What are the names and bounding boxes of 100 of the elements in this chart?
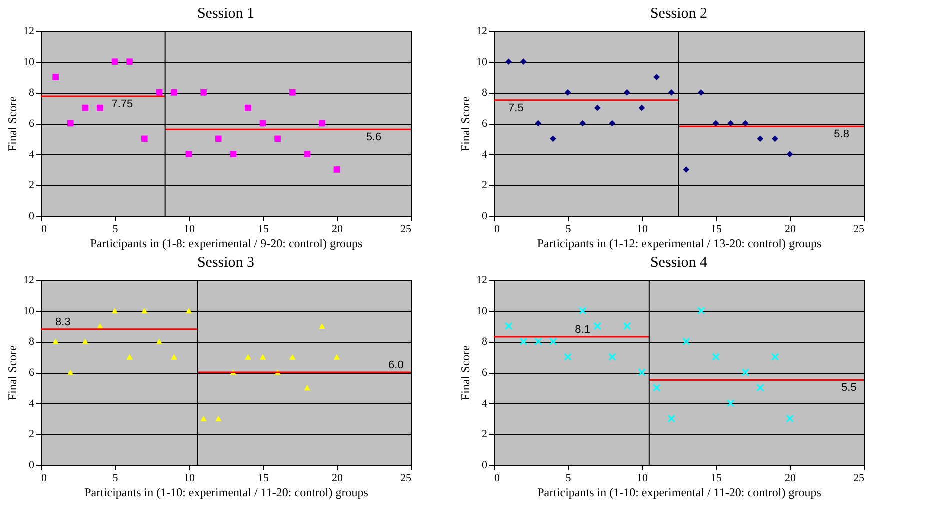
annotation: 8.3	[56, 316, 71, 328]
x-axis-title: Participants in (1-12: experimental / 13-20: control) groups	[537, 236, 822, 250]
point	[535, 120, 542, 127]
point	[726, 399, 735, 408]
point	[319, 324, 326, 329]
point	[624, 90, 630, 96]
point	[771, 353, 780, 361]
x-axis-title: Participants in (1-10: experimental / 11-20: control) groups	[84, 486, 369, 500]
x-tick-label: 5	[112, 472, 119, 484]
annotation: 8.1	[575, 324, 590, 336]
y-tick-label: 6	[482, 367, 488, 379]
x-tick-label: 15	[258, 472, 270, 484]
point	[564, 353, 572, 361]
point	[756, 384, 764, 392]
y-tick-label: 12	[24, 274, 34, 286]
x-tick-label: 25	[400, 224, 412, 236]
x-tick-label: 15	[711, 472, 722, 484]
point	[82, 338, 89, 344]
point	[215, 416, 222, 422]
chart-title: Session 3	[197, 255, 255, 271]
point	[638, 368, 646, 376]
y-axis-title: Final Score	[6, 96, 20, 152]
point	[578, 306, 587, 315]
point	[520, 58, 527, 65]
point	[141, 308, 148, 314]
x-tick-label: 0	[42, 472, 48, 484]
x-tick-label: 0	[494, 224, 500, 236]
point	[742, 120, 749, 127]
point	[112, 308, 118, 314]
x-tick-label: 0	[494, 472, 500, 484]
point	[171, 354, 178, 360]
point	[623, 322, 632, 330]
point	[668, 414, 676, 423]
point	[668, 90, 675, 96]
x-tick-label: 15	[258, 224, 270, 236]
chart-title: Session 1	[197, 6, 255, 22]
x-tick-label: 20	[785, 472, 796, 484]
point	[260, 354, 266, 360]
point	[82, 104, 89, 112]
point	[289, 90, 296, 96]
point	[319, 120, 326, 127]
y-tick-label: 8	[29, 336, 35, 348]
y-tick-label: 10	[476, 56, 488, 68]
point	[67, 370, 74, 376]
y-axis-title: Final Score	[458, 346, 472, 400]
point	[712, 120, 720, 127]
chart-title: Session 4	[650, 255, 708, 271]
y-tick-label: 12	[24, 26, 34, 38]
y-tick-label: 10	[476, 305, 488, 318]
point	[682, 338, 690, 346]
point	[712, 353, 720, 361]
point	[245, 354, 252, 360]
x-tick-label: 20	[785, 224, 796, 236]
y-tick-label: 0	[29, 210, 35, 222]
point	[742, 368, 750, 376]
x-tick-label: 20	[332, 472, 344, 484]
x-tick-label: 0	[42, 224, 48, 236]
point	[786, 414, 794, 423]
x-tick-label: 10	[637, 224, 648, 236]
point	[304, 385, 311, 391]
point	[200, 90, 207, 96]
y-tick-label: 4	[29, 398, 35, 410]
x-axis-title: Participants in (1-10: experimental / 11-20: control) groups	[538, 486, 822, 500]
point	[757, 136, 764, 142]
point	[654, 74, 660, 80]
point	[506, 58, 512, 65]
y-tick-label: 8	[482, 336, 488, 348]
chart-title: Session 2	[650, 6, 708, 22]
point	[608, 353, 616, 361]
y-axis-title: Final Score	[6, 346, 20, 400]
y-tick-label: 4	[482, 398, 488, 410]
point	[67, 120, 74, 127]
annotation: 6.0	[388, 360, 404, 372]
x-tick-label: 5	[566, 472, 572, 484]
y-tick-label: 0	[29, 460, 35, 472]
annotation: 5.8	[834, 128, 850, 141]
point	[504, 322, 513, 330]
point	[334, 166, 340, 173]
point	[260, 120, 266, 127]
y-tick-label: 2	[29, 180, 34, 192]
x-tick-label: 10	[184, 472, 196, 484]
point	[549, 338, 558, 346]
point	[334, 354, 340, 360]
point	[652, 384, 661, 392]
point	[186, 308, 192, 314]
point	[141, 136, 148, 142]
point	[171, 90, 178, 96]
point	[97, 104, 104, 112]
annotation: 7.5	[508, 102, 524, 114]
point	[156, 90, 163, 96]
point	[534, 338, 542, 346]
point	[594, 104, 601, 112]
point	[52, 74, 59, 80]
x-tick-label: 5	[566, 224, 572, 236]
point	[550, 136, 556, 142]
y-tick-label: 0	[482, 460, 488, 472]
y-axis-title: Final Score	[458, 96, 472, 152]
y-tick-label: 6	[482, 118, 488, 130]
point	[289, 354, 296, 360]
point	[126, 354, 133, 360]
